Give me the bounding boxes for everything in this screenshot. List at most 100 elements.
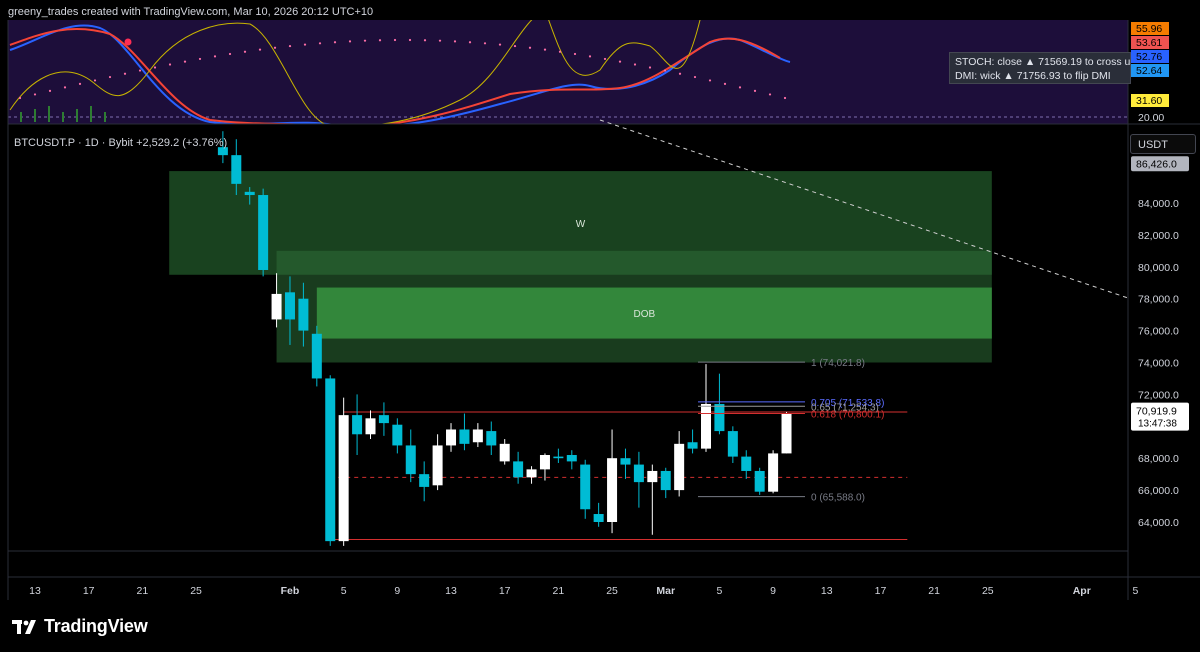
candle-body — [419, 474, 430, 487]
time-tick: 17 — [83, 585, 95, 597]
fib-ratio: 0.618 — [811, 410, 839, 421]
histogram-bar — [20, 112, 22, 122]
histogram-bar — [90, 106, 92, 122]
price-tick: 72,000.0 — [1138, 389, 1179, 401]
osc-value-label: 31.60 — [1136, 95, 1162, 107]
osc-value-tag — [1131, 50, 1169, 63]
zones: W DOB — [169, 171, 992, 363]
parabolic-dot — [243, 50, 247, 53]
fib-label: 0.705 (71,533.8) — [811, 398, 884, 409]
fib-label: 1 (74,021.8) — [811, 358, 865, 369]
candle — [446, 423, 457, 452]
parabolic-dot — [633, 63, 637, 66]
parabolic-dot — [723, 82, 727, 85]
parabolic-dot — [108, 75, 112, 79]
candle-body — [781, 413, 792, 454]
candle — [472, 423, 483, 448]
candle — [620, 448, 631, 479]
parabolic-dot — [168, 63, 172, 66]
brand-logo[interactable]: TradingView — [12, 616, 148, 637]
parabolic-dot — [603, 57, 607, 61]
time-tick: 9 — [394, 585, 400, 597]
candle — [325, 375, 336, 546]
time-tick: 13 — [445, 585, 457, 597]
osc-value-label: 52.64 — [1136, 65, 1162, 77]
candle-body — [633, 464, 644, 483]
osc-value-tag — [1131, 22, 1169, 35]
candle — [284, 276, 295, 345]
candle — [378, 402, 389, 436]
time-tick: 17 — [499, 585, 511, 597]
osc-value-label: 52.76 — [1136, 51, 1162, 63]
time-tick: 21 — [553, 585, 565, 597]
candle-body — [365, 418, 376, 435]
price-tick: 82,000.0 — [1138, 230, 1179, 242]
zone-label-dob: DOB — [633, 309, 655, 320]
candle-body — [620, 458, 631, 465]
parabolic-dot — [303, 43, 307, 46]
candle — [298, 282, 309, 347]
candle-body — [352, 415, 363, 435]
candle-body — [325, 378, 336, 542]
parabolic-dot — [768, 93, 772, 96]
alert-tooltip: STOCH: close ▲ 71569.19 to cross u DMI: … — [949, 52, 1131, 84]
parabolic-dot — [453, 40, 457, 43]
parabolic-dot — [213, 55, 217, 58]
candle-body — [647, 470, 658, 483]
candle — [499, 439, 510, 465]
parabolic-dot — [258, 48, 262, 51]
time-tick: 17 — [875, 585, 887, 597]
parabolic-dot — [543, 48, 547, 51]
candle-body — [244, 191, 255, 196]
symbol-name: BTCUSDT.P · 1D · Bybit — [14, 137, 133, 149]
candle-body — [607, 458, 618, 522]
candle — [311, 325, 322, 387]
candle-body — [701, 403, 711, 449]
stoch-d-line — [9, 28, 781, 124]
time-tick: 13 — [821, 585, 833, 597]
candle-body — [217, 147, 228, 156]
fib-label: 0.65 (71,254.3) — [811, 402, 879, 413]
parabolic-dot — [513, 44, 517, 48]
time-tick: 25 — [982, 585, 994, 597]
time-tick: Mar — [656, 585, 675, 597]
candle — [486, 421, 497, 456]
price-labels: 86,426.0 70,919.913:47:38 — [1131, 156, 1189, 431]
parabolic-dot — [588, 55, 592, 58]
candle-body — [311, 333, 322, 379]
fib-label: 0 (65,588.0) — [811, 493, 865, 504]
candle-body — [553, 456, 564, 459]
candle — [593, 502, 604, 527]
candle — [392, 418, 403, 454]
candle — [405, 429, 416, 483]
parabolic-dot — [528, 46, 532, 49]
candle — [419, 461, 430, 502]
parabolic-dot — [438, 39, 442, 42]
currency-selector[interactable]: USDT — [1130, 134, 1196, 154]
candle — [365, 410, 376, 440]
parabolic-dot — [93, 79, 97, 82]
time-tick: 25 — [606, 585, 618, 597]
candle-body — [338, 415, 349, 542]
time-tick: Apr — [1073, 585, 1091, 597]
candle-body — [258, 195, 269, 270]
histogram-bar — [76, 109, 78, 122]
time-tick: 5 — [1133, 585, 1139, 597]
stoch-rsi-line — [9, 20, 701, 124]
parabolic-dot — [483, 42, 487, 45]
candles — [217, 131, 792, 546]
parabolic-dot — [783, 96, 787, 100]
fib-price: (74,021.8) — [819, 358, 865, 369]
candle — [727, 426, 738, 463]
countdown-label: 13:47:38 — [1138, 419, 1177, 430]
histogram-bar — [62, 112, 64, 122]
chart-canvas: 55.96 53.61 52.76 52.64 31.60 20.00 W DOB 1 (… — [7, 20, 1200, 600]
time-tick: 9 — [770, 585, 776, 597]
parabolic-dot — [678, 72, 682, 75]
parabolic-dot — [123, 72, 127, 75]
parabolic-dot — [348, 40, 352, 43]
candle-body — [378, 415, 389, 424]
price-tick: 66,000.0 — [1138, 485, 1179, 497]
parabolic-dot — [393, 38, 397, 42]
time-tick: 5 — [341, 585, 347, 597]
